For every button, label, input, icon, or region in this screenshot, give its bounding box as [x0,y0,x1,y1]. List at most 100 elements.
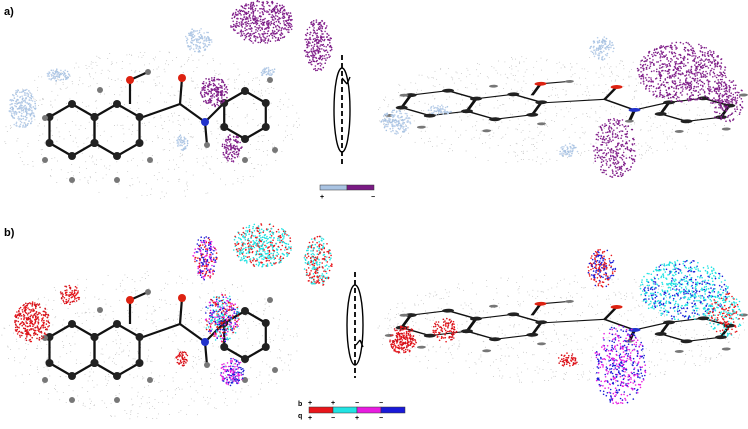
surface-dot [121,80,122,81]
surface-dot [458,137,459,138]
surface-dot [188,105,189,106]
blob-dot [218,91,220,93]
surface-dot [154,117,155,118]
surface-dot [149,63,150,64]
blob-dot [695,75,697,77]
surface-dot [505,74,506,75]
blob-dot [13,124,15,126]
surface-dot [214,70,215,71]
surface-dot [588,150,589,151]
blob-dot [679,81,681,83]
surface-dot [425,103,426,104]
blob-dot [656,69,658,71]
blob-dot [603,142,605,144]
blob-dot [741,106,743,108]
surface-dot [421,138,422,139]
blob-dot [235,140,237,142]
surface-dot [112,63,113,64]
surface-dot [641,146,642,147]
blob-dot [193,48,195,50]
surface-dot [227,79,228,80]
blob-dot [686,77,688,79]
surface-dot [457,72,458,73]
blob-dot [721,79,723,81]
surface-dot [76,142,77,143]
blob-dot [266,1,268,3]
blob-dot [262,8,264,10]
surface-dot [182,154,183,155]
blob-dot [733,80,735,82]
blob-dot [606,164,608,166]
surface-dot [509,98,510,99]
blob-dot [15,125,17,127]
blob-dot [606,46,608,48]
surface-dot [63,345,64,346]
blob-dot [669,76,671,78]
blob-dot [595,149,597,151]
blob-dot [60,70,62,72]
blob-dot [291,24,293,26]
blob-dot [602,59,604,61]
blob-dot [604,139,606,141]
surface-dot [469,74,470,75]
blob-dot [595,160,597,162]
blob-dot [211,90,213,92]
density-blob [222,134,243,162]
surface-dot [705,87,706,88]
hydrogen [674,130,685,133]
surface-dot [111,64,112,65]
blob-dot [320,35,322,37]
surface-dot [278,125,279,126]
surface-dot [147,195,148,196]
blob-dot [441,108,443,110]
surface-dot [655,117,656,118]
blob-dot [607,136,609,138]
blob-dot [25,124,27,126]
surface-dot [474,137,475,138]
surface-dot [243,179,244,180]
blob-dot [620,137,622,139]
blob-dot [609,137,611,139]
blob-dot [399,113,401,115]
hydrogen [721,127,732,130]
blob-dot [19,92,21,94]
blob-dot [55,80,57,82]
surface-dot [410,82,411,83]
surface-dot [475,84,476,85]
surface-dot [650,130,651,131]
blob-dot [674,76,676,78]
blob-dot [225,149,227,151]
blob-dot [715,59,717,61]
surface-dot [532,90,533,91]
surface-dot [207,404,208,405]
surface-dot [641,104,642,105]
surface-dot [178,115,179,116]
blob-dot [602,46,604,48]
blob-dot [264,69,266,71]
surface-dot [88,183,89,184]
surface-dot [152,320,153,321]
blob-dot [727,116,729,118]
surface-dot [555,88,556,89]
surface-dot [168,93,169,94]
blob-dot [319,40,321,42]
surface-dot [503,88,504,89]
blob-dot [606,163,608,165]
surface-dot [617,148,618,149]
blob-dot [282,17,284,19]
blob-dot [229,134,231,136]
blob-dot [611,149,613,151]
surface-dot [582,68,583,69]
surface-dot [248,152,249,153]
surface-dot [38,105,39,106]
surface-dot [38,140,39,141]
surface-dot [585,132,586,133]
blob-dot [211,77,213,79]
blob-dot [220,100,222,102]
blob-dot [20,102,22,104]
surface-dot [597,121,598,122]
blob-dot [268,22,270,24]
blob-dot [397,116,399,118]
surface-dot [191,99,192,100]
surface-dot [238,360,239,361]
